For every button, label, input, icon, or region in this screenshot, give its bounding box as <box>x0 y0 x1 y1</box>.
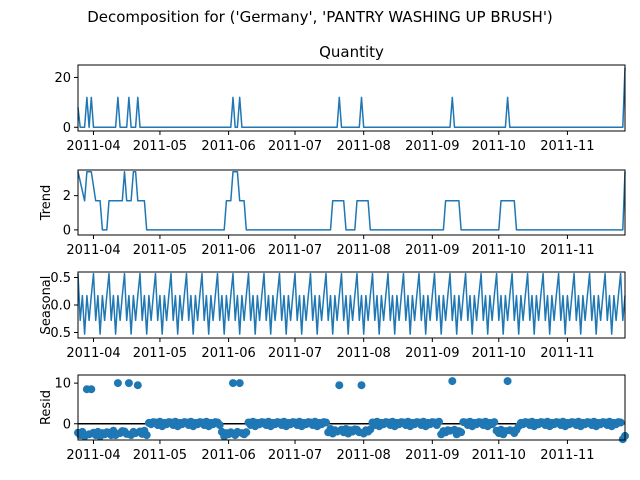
observed-xtick-label: 2011-11 <box>540 139 594 154</box>
seasonal-ytick-label: 0.5 <box>50 271 71 286</box>
resid-panel: 0 10 2011-04 2011-05 2011-06 2011-07 2011-08 20… <box>39 374 629 463</box>
seasonal-xtick-label: 2011-07 <box>268 346 322 361</box>
resid-xtick-label: 2011-09 <box>405 448 459 463</box>
resid-point <box>87 385 96 394</box>
resid-xtick-label: 2011-07 <box>268 448 322 463</box>
seasonal-xtick-label: 2011-06 <box>201 346 255 361</box>
observed-xtick-label: 2011-06 <box>201 139 255 154</box>
resid-point <box>215 421 224 429</box>
seasonal-xtick-label: 2011-05 <box>133 346 187 361</box>
resid-point <box>113 379 122 388</box>
resid-point <box>357 381 366 390</box>
seasonal-xtick-label: 2011-04 <box>66 346 120 361</box>
observed-xtick-label: 2011-05 <box>133 139 187 154</box>
resid-point <box>457 428 466 437</box>
resid-point <box>616 418 625 427</box>
trend-ytick-label: 2 <box>63 189 71 204</box>
observed-frame <box>77 64 626 132</box>
resid-point <box>322 418 330 427</box>
observed-panel: 0 20 2011-04 2011-05 2011-06 2011-07 2011-08 20… <box>54 64 626 154</box>
observed-xtick-label: 2011-08 <box>337 139 391 154</box>
resid-ylabel: Resid <box>39 390 54 425</box>
trend-xtick-label: 2011-06 <box>201 243 255 258</box>
trend-series-line <box>77 170 626 231</box>
seasonal-xtick-label: 2011-09 <box>405 346 459 361</box>
trend-xtick-label: 2011-08 <box>337 243 391 258</box>
trend-xtick-label: 2011-10 <box>472 243 526 258</box>
observed-xtick-label: 2011-07 <box>268 139 322 154</box>
resid-point <box>142 431 151 440</box>
trend-ylabel: Trend <box>39 185 54 222</box>
observed-xtick-label: 2011-10 <box>472 139 526 154</box>
resid-xtick-label: 2011-11 <box>540 448 594 463</box>
trend-xtick-label: 2011-07 <box>268 243 322 258</box>
seasonal-ylabel: Seasonal <box>39 276 54 335</box>
trend-xtick-label: 2011-04 <box>66 243 120 258</box>
resid-point <box>503 377 512 386</box>
resid-point <box>435 417 443 426</box>
resid-point <box>242 428 251 437</box>
resid-xtick-label: 2011-08 <box>337 448 391 463</box>
observed-series-line <box>77 67 626 129</box>
resid-point <box>124 379 133 388</box>
trend-xtick-label: 2011-11 <box>540 243 594 258</box>
observed-xtick-label: 2011-09 <box>405 139 459 154</box>
seasonal-xtick-label: 2011-11 <box>540 346 594 361</box>
resid-xtick-label: 2011-06 <box>201 448 255 463</box>
trend-frame <box>77 169 626 236</box>
resid-frame <box>77 374 626 441</box>
resid-xtick-label: 2011-10 <box>472 448 526 463</box>
resid-ytick-label: 0 <box>63 417 71 432</box>
resid-xtick-label: 2011-04 <box>66 448 120 463</box>
seasonal-panel: -0.5 0.0 0.5 2011-04 2011-05 2011-06 2011-07 20… <box>39 271 626 361</box>
resid-point <box>133 381 142 390</box>
resid-point <box>490 418 499 427</box>
seasonal-xtick-label: 2011-10 <box>472 346 526 361</box>
observed-xtick-label: 2011-04 <box>66 139 120 154</box>
seasonal-ytick-label: -0.5 <box>46 326 71 341</box>
observed-ytick-label: 0 <box>63 121 71 136</box>
seasonal-xtick-label: 2011-08 <box>337 346 391 361</box>
trend-xtick-label: 2011-09 <box>405 243 459 258</box>
resid-point <box>229 379 237 388</box>
observed-ytick-label: 20 <box>54 71 71 86</box>
trend-panel: 0 2 2011-04 2011-05 2011-06 2011-07 2011-08 201… <box>39 169 626 258</box>
resid-xtick-label: 2011-05 <box>133 448 187 463</box>
seasonal-series-line <box>77 272 626 335</box>
observed-panel-title: Quantity <box>319 43 384 61</box>
resid-point <box>448 377 457 386</box>
resid-point <box>235 379 244 388</box>
figure-suptitle: Decomposition for ('Germany', 'PANTRY WA… <box>87 8 553 26</box>
seasonal-ytick-label: 0.0 <box>50 299 71 314</box>
resid-point <box>335 381 344 390</box>
trend-ytick-label: 0 <box>63 223 71 238</box>
trend-xtick-label: 2011-05 <box>133 243 187 258</box>
resid-ytick-label: 10 <box>54 377 71 392</box>
